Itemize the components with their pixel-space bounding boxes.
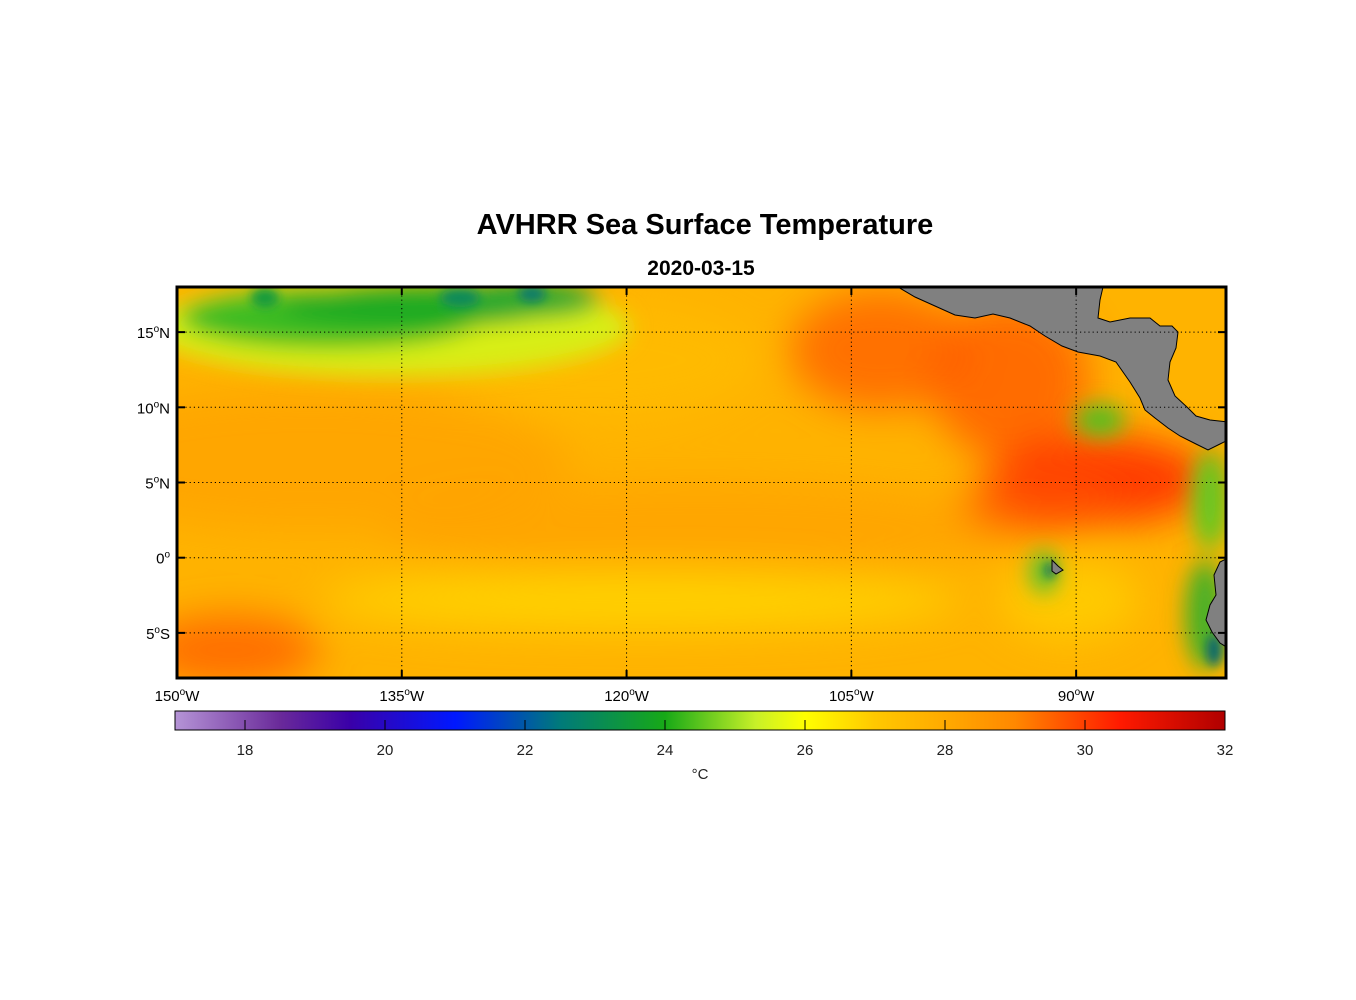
lat-tick-label: 10oN [137,399,170,417]
sst-field [177,287,1226,678]
lon-tick-label: 90oW [1058,687,1095,705]
sst-region [320,570,960,630]
latitude-labels: 15oN 10oN 5oN 0o 5oS [137,324,171,643]
lon-tick-label: 135oW [379,687,425,705]
lon-tick-label: 105oW [829,687,875,705]
map-frame [175,285,1228,680]
colorbar-tick-label: 26 [797,742,814,759]
sst-region [930,300,1090,460]
lon-tick-label: 120oW [604,687,650,705]
longitude-labels: 150oW 135oW 120oW 105oW 90oW [155,687,1096,705]
colorbar-tick-label: 22 [517,742,534,759]
lat-tick-label: 5oS [146,625,170,643]
sst-region [1192,450,1226,550]
colorbar-ramp [174,710,1226,731]
lat-tick-label: 0o [156,550,170,568]
colorbar-tick-label: 28 [937,742,954,759]
colorbar-tick-label: 18 [237,742,254,759]
land-galapagos [1051,558,1064,575]
sst-region [380,480,1020,580]
colorbar-ticks: 18 20 22 24 26 28 30 32 [237,720,1234,759]
land-south-america [1205,558,1226,648]
sst-region [440,289,480,307]
sst-region [1030,550,1058,594]
colorbar-tick-label: 24 [657,742,674,759]
land [897,287,1226,648]
colorbar: 18 20 22 24 26 28 30 32 °C [174,710,1234,783]
colorbar-tick-label: 30 [1077,742,1094,759]
lat-tick-label: 5oN [145,475,170,493]
sst-region [251,288,279,308]
sst-region [1000,560,1140,640]
colorbar-tick-label: 32 [1217,742,1234,759]
sst-region [960,475,1120,535]
sst-region [518,287,546,302]
colorbar-tick-label: 20 [377,742,394,759]
colorbar-unit-label: °C [692,766,709,783]
sst-region [440,287,600,318]
lon-tick-label: 150oW [155,687,201,705]
map-title: AVHRR Sea Surface Temperature [477,209,934,241]
lat-tick-label: 15oN [137,324,170,342]
sst-region [177,615,320,678]
sst-region [790,290,970,410]
land-central-america [897,287,1226,451]
sst-region [1206,634,1222,666]
sst-region [1075,404,1125,436]
map-subtitle: 2020-03-15 [647,257,755,280]
